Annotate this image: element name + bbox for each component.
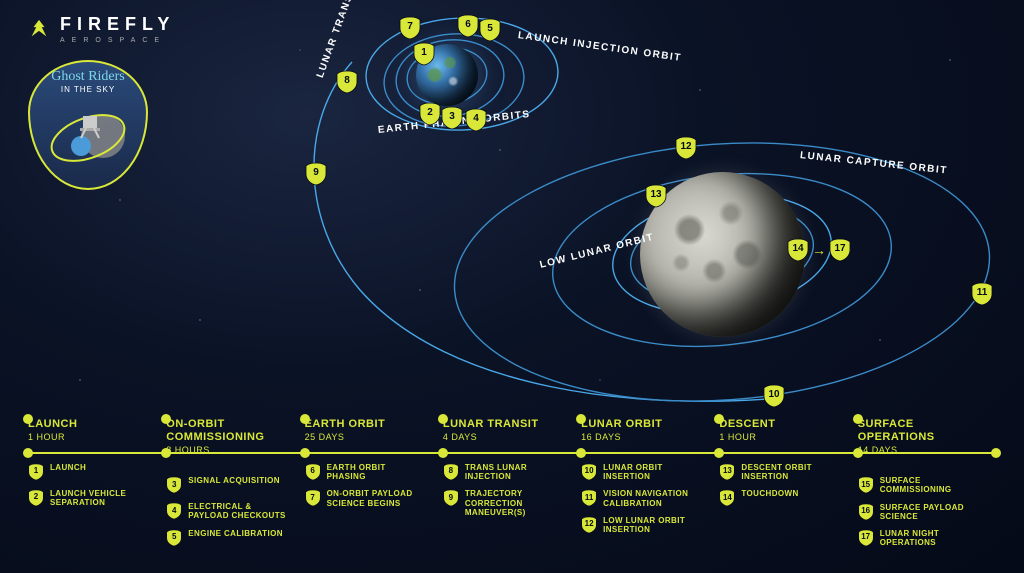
timeline-step-9: 9 TRAJECTORY CORRECTION MANEUVER(S): [443, 489, 573, 517]
timeline-step-4: 4 ELECTRICAL & PAYLOAD CHECKOUTS: [166, 502, 296, 520]
step-label: TOUCHDOWN: [741, 489, 798, 498]
timeline-step-2: 2 LAUNCH VEHICLE SEPARATION: [28, 489, 158, 507]
marker-arrow: →: [812, 242, 826, 258]
waypoint-marker-11: 11: [971, 282, 993, 306]
step-label: LOW LUNAR ORBIT INSERTION: [603, 516, 703, 534]
shield-icon: 12: [581, 516, 597, 534]
waypoint-marker-14: 14: [787, 238, 809, 262]
step-label: ELECTRICAL & PAYLOAD CHECKOUTS: [188, 502, 288, 520]
step-label: ON-ORBIT PAYLOAD SCIENCE BEGINS: [327, 489, 427, 507]
phase-duration: 16 DAYS: [581, 432, 711, 443]
phase-name: LUNAR TRANSIT 4 DAYS: [443, 418, 573, 443]
shield-icon: 15: [858, 476, 874, 494]
waypoint-marker-6: 6: [457, 14, 479, 38]
trajectory-diagram: LAUNCH INJECTION ORBITEARTH PHASING ORBI…: [0, 0, 1024, 410]
waypoint-marker-5: 5: [479, 18, 501, 42]
timeline-step-17: 17 LUNAR NIGHT OPERATIONS: [858, 529, 988, 547]
shield-icon: 4: [166, 502, 182, 520]
shield-icon: 3: [166, 476, 182, 494]
phase-name: DESCENT 1 HOUR: [719, 418, 849, 443]
phase-3: LUNAR TRANSIT 4 DAYS 8 TRANS LUNAR INJEC…: [443, 418, 581, 559]
shield-icon: 11: [581, 489, 597, 507]
timeline-step-14: 14 TOUCHDOWN: [719, 489, 849, 507]
waypoint-marker-4: 4: [465, 108, 487, 132]
shield-icon: 7: [305, 489, 321, 507]
phase-name: EARTH ORBIT 25 DAYS: [305, 418, 435, 443]
timeline-step-8: 8 TRANS LUNAR INJECTION: [443, 463, 573, 481]
waypoint-marker-10: 10: [763, 384, 785, 408]
step-label: VISION NAVIGATION CALIBRATION: [603, 489, 703, 507]
timeline-step-13: 13 DESCENT ORBIT INSERTION: [719, 463, 849, 481]
timeline-step-15: 15 SURFACE COMMISSIONING: [858, 476, 988, 494]
waypoint-marker-7: 7: [399, 16, 421, 40]
shield-icon: 6: [305, 463, 321, 481]
shield-icon: 17: [858, 529, 874, 547]
shield-icon: 13: [719, 463, 735, 481]
timeline-step-16: 16 SURFACE PAYLOAD SCIENCE: [858, 503, 988, 521]
timeline-step-12: 12 LOW LUNAR ORBIT INSERTION: [581, 516, 711, 534]
phase-name: ON-ORBIT COMMISSIONING 8 HOURS: [166, 418, 296, 456]
shield-icon: 10: [581, 463, 597, 481]
waypoint-marker-1: 1: [413, 42, 435, 66]
step-label: ENGINE CALIBRATION: [188, 529, 283, 538]
phase-duration: 4 DAYS: [443, 432, 573, 443]
shield-icon: 2: [28, 489, 44, 507]
phase-duration: 1 HOUR: [28, 432, 158, 443]
step-label: SURFACE COMMISSIONING: [880, 476, 980, 494]
timeline-step-10: 10 LUNAR ORBIT INSERTION: [581, 463, 711, 481]
step-label: TRANS LUNAR INJECTION: [465, 463, 565, 481]
step-label: LUNAR NIGHT OPERATIONS: [880, 529, 980, 547]
phase-1: ON-ORBIT COMMISSIONING 8 HOURS 3 SIGNAL …: [166, 418, 304, 559]
waypoint-marker-13: 13: [645, 184, 667, 208]
timeline-step-11: 11 VISION NAVIGATION CALIBRATION: [581, 489, 711, 507]
shield-icon: 8: [443, 463, 459, 481]
shield-icon: 16: [858, 503, 874, 521]
waypoint-marker-3: 3: [441, 106, 463, 130]
phase-2: EARTH ORBIT 25 DAYS 6 EARTH ORBIT PHASIN…: [305, 418, 443, 559]
shield-icon: 5: [166, 529, 182, 547]
waypoint-marker-9: 9: [305, 162, 327, 186]
waypoint-marker-12: 12: [675, 136, 697, 160]
phase-duration: 1 HOUR: [719, 432, 849, 443]
shield-icon: 9: [443, 489, 459, 507]
waypoint-marker-8: 8: [336, 70, 358, 94]
shield-icon: 1: [28, 463, 44, 481]
timeline-step-3: 3 SIGNAL ACQUISITION: [166, 476, 296, 494]
waypoint-marker-17: 17: [829, 238, 851, 262]
mission-timeline: LAUNCH 1 HOUR 1 LAUNCH 2 LAUNCH VEHICLE …: [28, 418, 996, 559]
phase-name: LAUNCH 1 HOUR: [28, 418, 158, 443]
phase-6: SURFACE OPERATIONS 14 DAYS 15 SURFACE CO…: [858, 418, 996, 559]
step-label: LAUNCH: [50, 463, 86, 472]
phase-duration: 14 DAYS: [858, 445, 988, 456]
step-label: LUNAR ORBIT INSERTION: [603, 463, 703, 481]
phase-name: LUNAR ORBIT 16 DAYS: [581, 418, 711, 443]
shield-icon: 14: [719, 489, 735, 507]
phase-name: SURFACE OPERATIONS 14 DAYS: [858, 418, 988, 456]
step-label: SURFACE PAYLOAD SCIENCE: [880, 503, 980, 521]
timeline-step-6: 6 EARTH ORBIT PHASING: [305, 463, 435, 481]
step-label: DESCENT ORBIT INSERTION: [741, 463, 841, 481]
timeline-step-5: 5 ENGINE CALIBRATION: [166, 529, 296, 547]
step-label: LAUNCH VEHICLE SEPARATION: [50, 489, 150, 507]
phase-duration: 8 HOURS: [166, 445, 296, 456]
waypoint-marker-2: 2: [419, 102, 441, 126]
step-label: SIGNAL ACQUISITION: [188, 476, 280, 485]
phase-5: DESCENT 1 HOUR 13 DESCENT ORBIT INSERTIO…: [719, 418, 857, 559]
phase-duration: 25 DAYS: [305, 432, 435, 443]
step-label: TRAJECTORY CORRECTION MANEUVER(S): [465, 489, 565, 517]
timeline-step-7: 7 ON-ORBIT PAYLOAD SCIENCE BEGINS: [305, 489, 435, 507]
timeline-step-1: 1 LAUNCH: [28, 463, 158, 481]
phase-0: LAUNCH 1 HOUR 1 LAUNCH 2 LAUNCH VEHICLE …: [28, 418, 166, 559]
orbit-paths: [0, 0, 1024, 410]
phase-4: LUNAR ORBIT 16 DAYS 10 LUNAR ORBIT INSER…: [581, 418, 719, 559]
step-label: EARTH ORBIT PHASING: [327, 463, 427, 481]
